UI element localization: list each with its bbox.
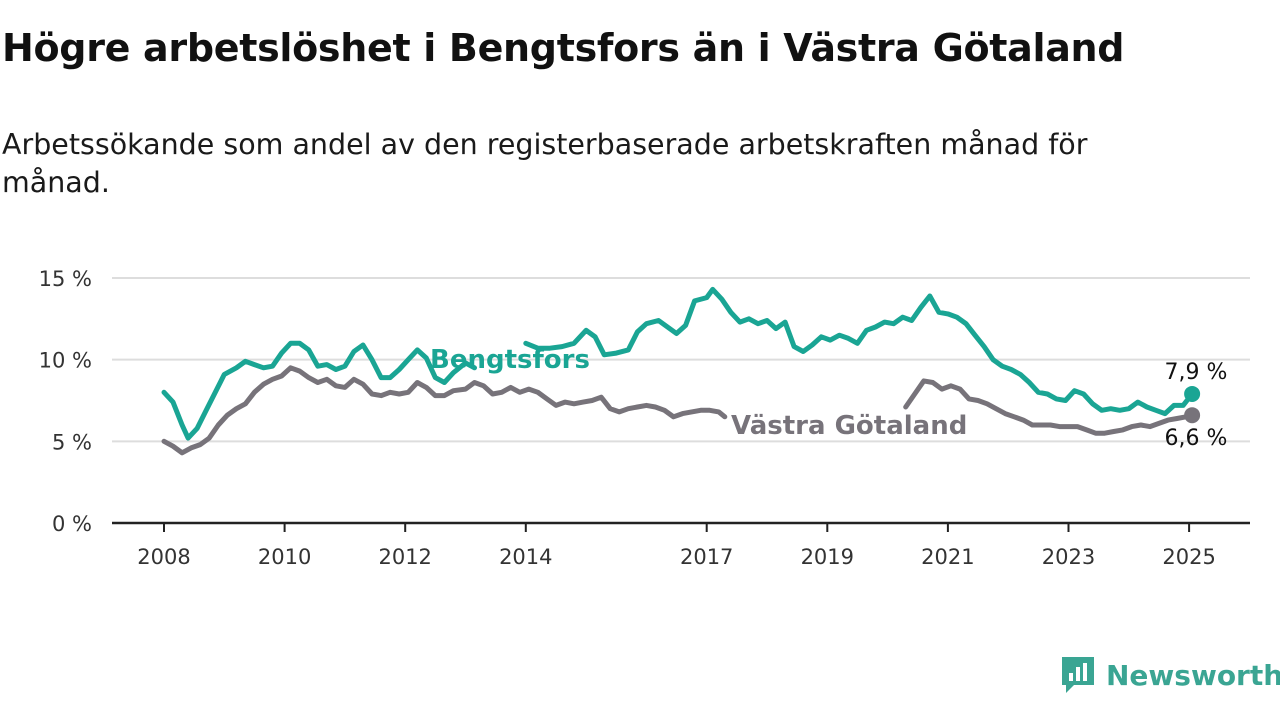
page-title: Högre arbetslöshet i Bengtsfors än i Väs… <box>2 26 1125 70</box>
end-label-bengtsfors: 7,9 % <box>1165 360 1228 385</box>
series-label-vastra-gotaland: Västra Götaland <box>731 411 967 441</box>
end-point-bengtsfors <box>1184 385 1201 402</box>
x-tick-label: 2010 <box>258 545 311 569</box>
y-tick-label: 0 % <box>52 512 92 536</box>
series-labels: Bengtsfors Västra Götaland 7,9 % 6,6 % <box>430 345 1227 451</box>
y-tick-label: 10 % <box>39 349 92 373</box>
series-lines <box>161 286 1201 456</box>
chart-subtitle: Arbetssökande som andel av den registerb… <box>2 128 1088 199</box>
x-tick-label: 2012 <box>378 545 431 569</box>
x-tick-label: 2017 <box>680 545 733 569</box>
x-tick-label: 2023 <box>1042 545 1095 569</box>
series-line-bengtsfors-segment-2 <box>523 286 1195 417</box>
end-point-vastra-gotaland <box>1184 407 1201 424</box>
series-label-bengtsfors: Bengtsfors <box>430 345 590 375</box>
x-tick-label: 2014 <box>499 545 552 569</box>
x-tick-label: 2019 <box>801 545 854 569</box>
newsworthy-chart-icon <box>1062 657 1094 693</box>
end-label-vastra-gotaland: 6,6 % <box>1165 426 1228 451</box>
x-tick-label: 2021 <box>921 545 974 569</box>
series-line-vastra-gotaland <box>161 365 728 456</box>
y-tick-label: 5 % <box>52 430 92 454</box>
x-tick-label: 2025 <box>1162 545 1215 569</box>
series-line-bengtsfors <box>161 340 477 441</box>
y-axis: 0 % 5 % 10 % 15 % <box>39 267 92 536</box>
newsworthy-logo: Newsworthy <box>1060 654 1280 696</box>
x-tick-label: 2008 <box>137 545 190 569</box>
brand-name: Newsworthy <box>1106 658 1280 692</box>
y-tick-label: 15 % <box>39 267 92 291</box>
series-line-vastra-gotaland-segment-2 <box>903 378 1195 436</box>
grid-lines <box>112 277 1250 443</box>
x-axis: 2008 2010 2012 2014 2017 2019 2021 2023 2025 <box>112 521 1250 569</box>
